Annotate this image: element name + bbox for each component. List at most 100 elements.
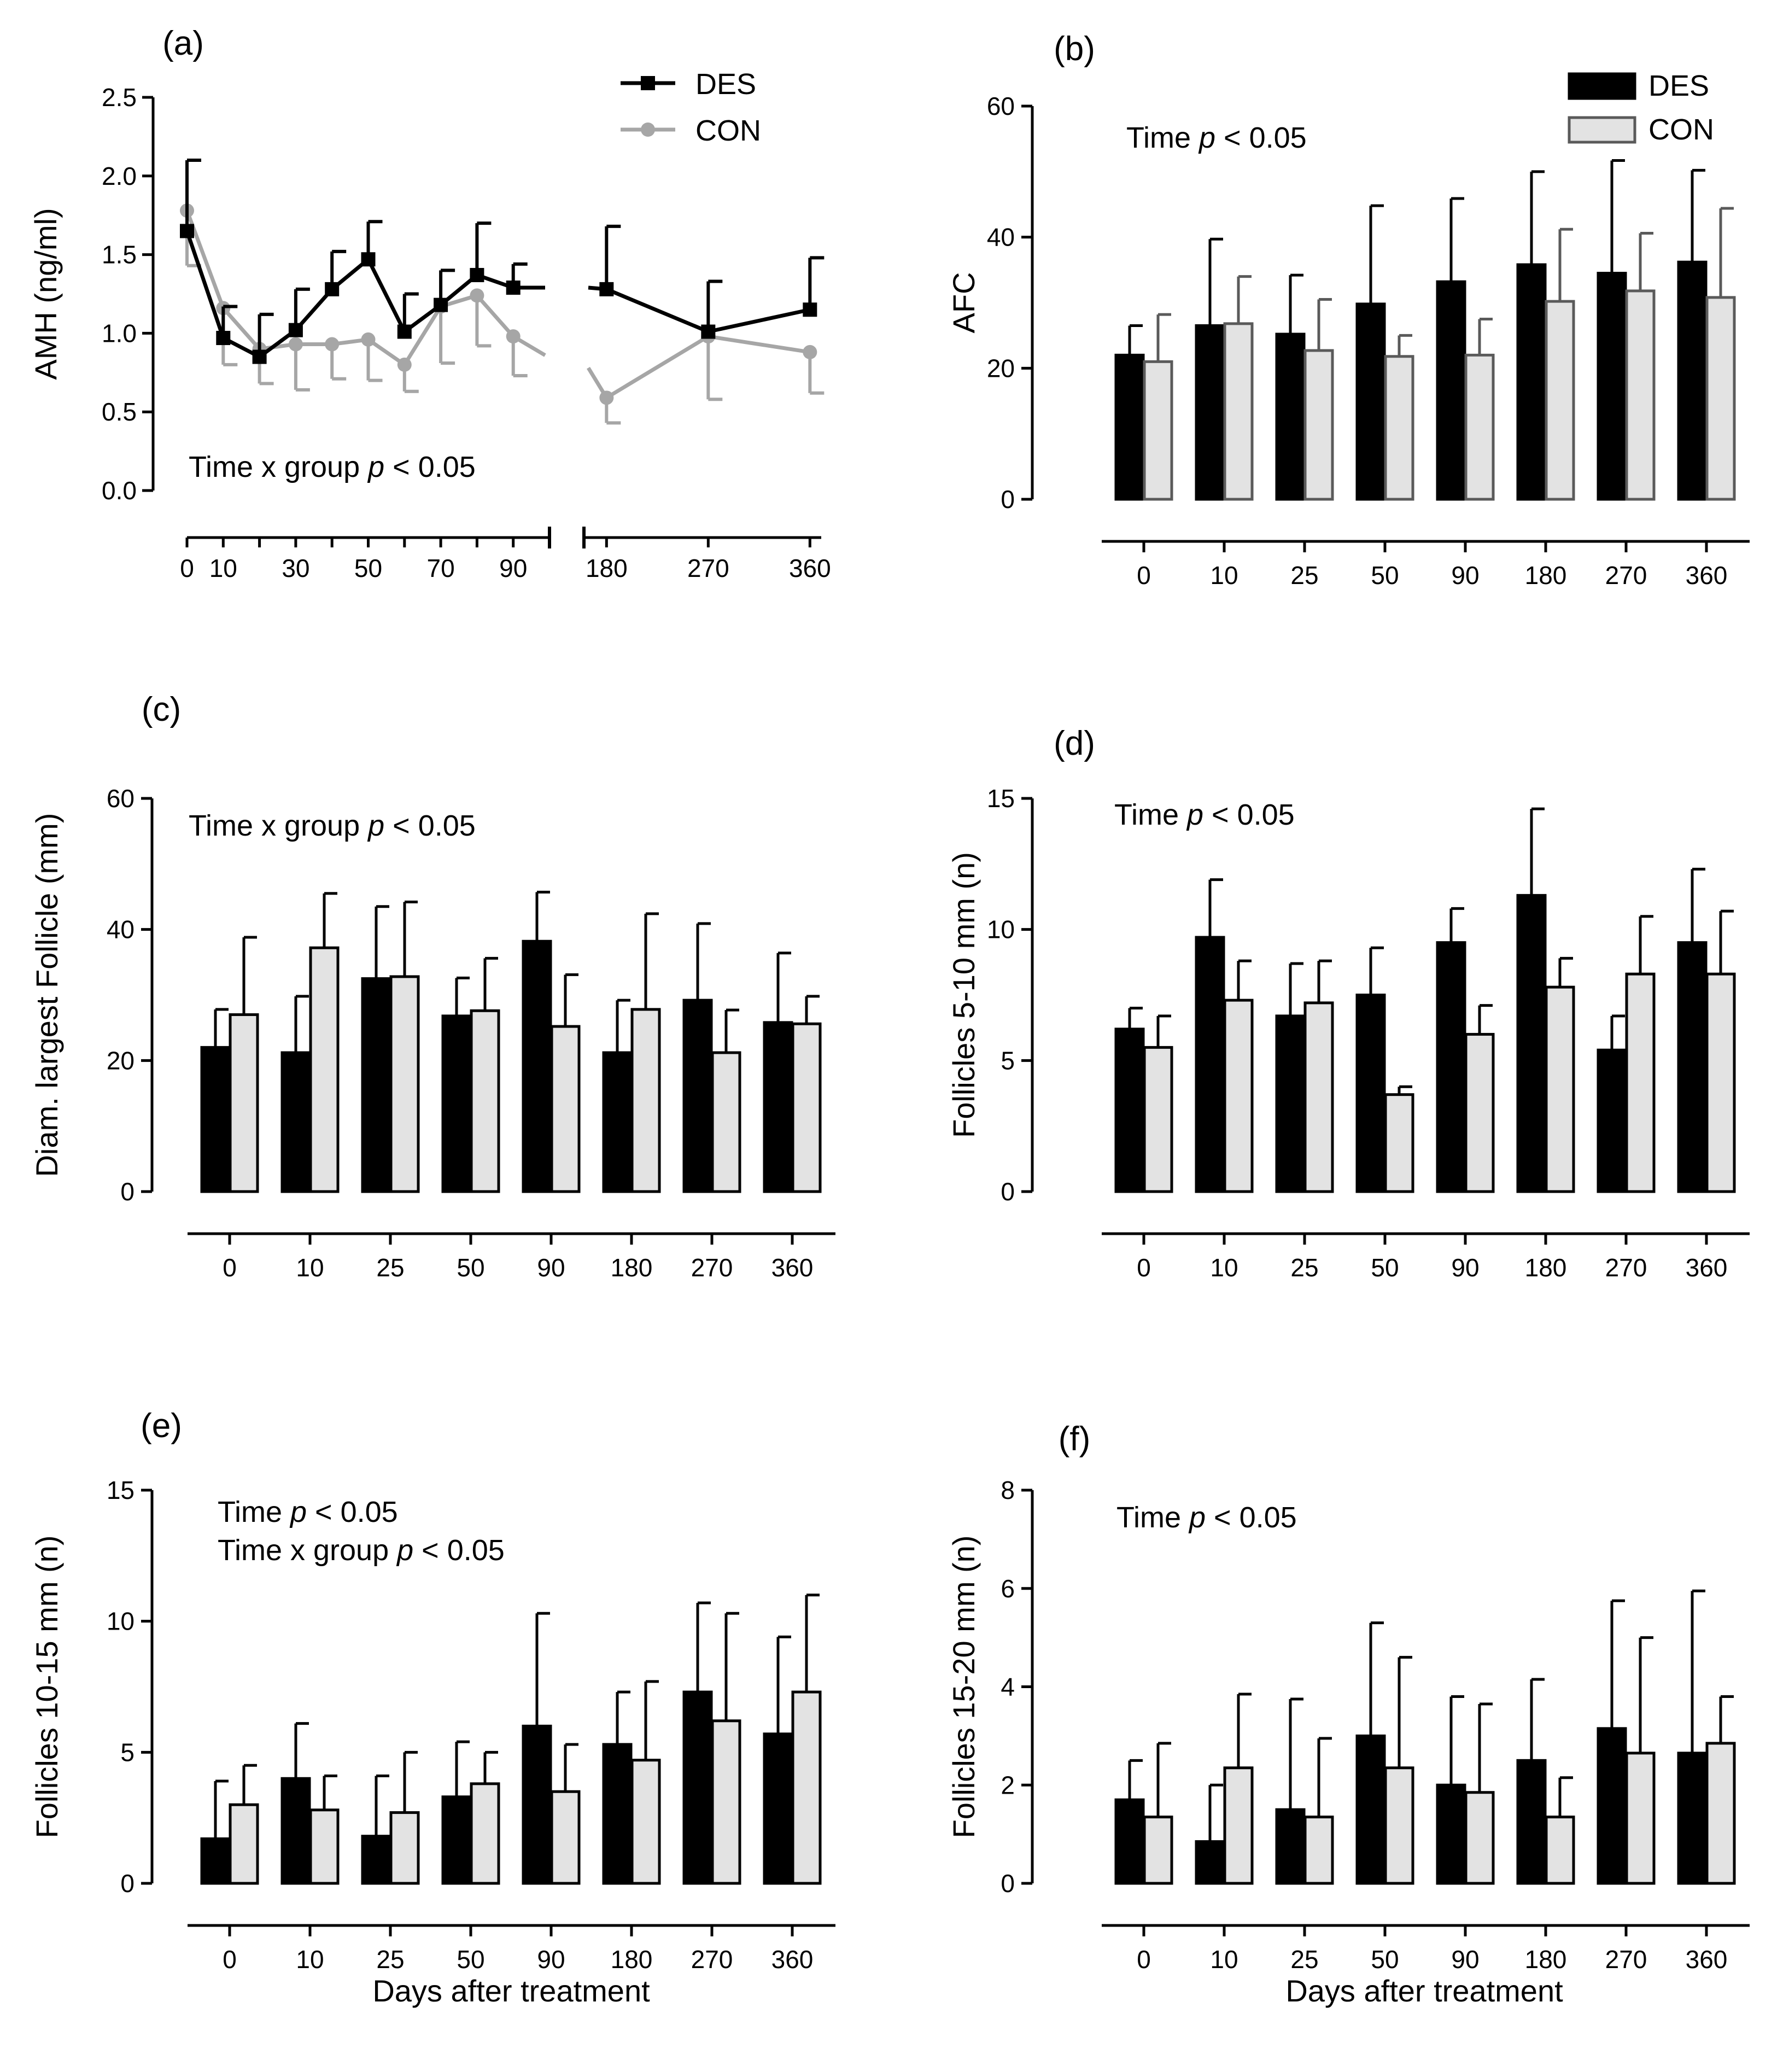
data-point-con [361, 332, 376, 347]
bar-con [1384, 1766, 1414, 1885]
bar-con [389, 1811, 420, 1885]
x-tick-label: 50 [1371, 561, 1399, 590]
bar-con [1625, 1752, 1656, 1885]
x-tick-label: 0 [180, 554, 194, 582]
x-tick-label: 270 [691, 1945, 733, 1974]
legend-label-con: CON [1648, 113, 1714, 146]
x-tick-label: 10 [1210, 1945, 1238, 1974]
y-tick-label: 1.5 [102, 241, 137, 269]
annotation-prefix: Time [1126, 121, 1199, 154]
bar-des [1677, 941, 1708, 1193]
x-tick-label: 180 [1525, 561, 1567, 590]
x-tick-label: 270 [691, 1253, 733, 1282]
y-tick-label: 5 [1001, 1046, 1015, 1075]
panel-b: (b) 0 20 40 60 AFC 0 10 25 50 90 180 270 360 Time p < … [946, 30, 1750, 590]
panel-a: (a) 0.0 0.5 1.0 1.5 2.0 2.5 AMH (ng/ml) 0 10 30 50 7… [28, 25, 831, 582]
y-tick-label: 60 [987, 92, 1015, 120]
y-tick-label: 10 [987, 915, 1015, 944]
x-tick-label: 90 [537, 1945, 565, 1974]
bar-con [550, 1025, 581, 1193]
bar-con [229, 1803, 259, 1885]
annotation: Time p < 0.05 [218, 1496, 398, 1528]
y-tick-label: 8 [1001, 1476, 1015, 1504]
bar-con [309, 946, 340, 1193]
x-tick-label: 180 [1525, 1253, 1567, 1282]
x-tick-label: 270 [687, 554, 729, 582]
bar-des [763, 1021, 793, 1193]
bar-con [1625, 289, 1656, 501]
x-tick-label: 25 [376, 1945, 404, 1974]
y-tick-label: 2.5 [102, 83, 137, 112]
bar-des [1677, 260, 1708, 501]
y-tick-label: 2.0 [102, 162, 137, 190]
legend-label-des: DES [1648, 69, 1709, 102]
y-tick-label: 40 [107, 915, 135, 944]
x-tick-label: 360 [1686, 1253, 1728, 1282]
annotation-suffix: < 0.05 [1206, 1501, 1297, 1534]
bar-con [1384, 355, 1414, 501]
bar-con [711, 1719, 741, 1885]
x-tick-label: 0 [1137, 1253, 1151, 1282]
bar-des [1677, 1752, 1708, 1885]
bar-des [1597, 1727, 1627, 1885]
x-tick-label: 180 [586, 554, 628, 582]
bar-des [280, 1777, 311, 1885]
x-tick-label: 180 [611, 1945, 653, 1974]
bar-con [309, 1808, 340, 1885]
bar-des [1516, 894, 1547, 1193]
bar-con [1705, 296, 1736, 501]
bar-con [1625, 972, 1656, 1193]
y-axis-label: AMH (ng/ml) [28, 208, 63, 380]
panel-label: (d) [1054, 725, 1095, 762]
x-axis-title-left: Days after treatment [372, 1974, 650, 2008]
data-point-des [252, 349, 267, 364]
bar-des [602, 1051, 633, 1193]
y-tick-label: 0.0 [102, 476, 137, 505]
data-point-des [325, 282, 340, 296]
bar-des [1355, 302, 1386, 501]
annotation-suffix: < 0.05 [384, 451, 476, 483]
legend: DES CON [621, 68, 761, 147]
bar-des [1195, 936, 1225, 1193]
legend-marker-con [641, 122, 655, 137]
bar-con [1705, 1742, 1736, 1885]
bar-des [1516, 1759, 1547, 1885]
bar-con [229, 1013, 259, 1193]
annotation-p: p [1198, 121, 1215, 154]
bar-des [1195, 324, 1225, 501]
panel-f: (f) 0 2 4 6 8 Follicles 15-20 mm (n) 0 10 25 50 90 1… [946, 1420, 1750, 1974]
x-tick-label: 90 [1451, 1945, 1479, 1974]
x-tick-label: 360 [1686, 1945, 1728, 1974]
legend-marker-des [641, 76, 655, 90]
bar-con [550, 1790, 581, 1885]
panel-d: (d) 0 5 10 15 Follicles 5-10 mm (n) 0 10 25 50 90 1… [946, 725, 1750, 1282]
bar-des [1275, 332, 1306, 501]
annotation: Time x group p < 0.05 [189, 451, 476, 483]
bar-des [1114, 1798, 1145, 1885]
bar-des [1275, 1808, 1306, 1885]
x-tick-label: 270 [1605, 561, 1647, 590]
y-tick-label: 4 [1001, 1673, 1015, 1701]
bar-con [1143, 1816, 1173, 1885]
annotation-2: Time x group p < 0.05 [218, 1534, 505, 1567]
x-tick-label: 270 [1605, 1945, 1647, 1974]
data-point-con [470, 288, 484, 303]
x-tick-label: 50 [1371, 1253, 1399, 1282]
data-point-des [434, 297, 448, 312]
x-tick-label: 25 [376, 1253, 404, 1282]
x-tick-label: 360 [789, 554, 831, 582]
x-tick-label: 90 [499, 554, 527, 582]
y-axis-label: AFC [946, 272, 981, 334]
annotation: Time p < 0.05 [1116, 1501, 1297, 1534]
x-tick-label: 70 [427, 554, 455, 582]
y-axis-label: Diam. largest Follicle (mm) [30, 813, 64, 1177]
bar-con [1143, 1046, 1173, 1193]
data-point-des [288, 323, 303, 337]
bar-des [522, 1724, 552, 1885]
annotation-p: p [367, 809, 384, 842]
bar-des [1436, 280, 1466, 501]
data-point-des [506, 280, 521, 295]
bar-con [1303, 1816, 1334, 1885]
data-point-des [599, 282, 614, 296]
annotation-prefix: Time [218, 1496, 290, 1528]
